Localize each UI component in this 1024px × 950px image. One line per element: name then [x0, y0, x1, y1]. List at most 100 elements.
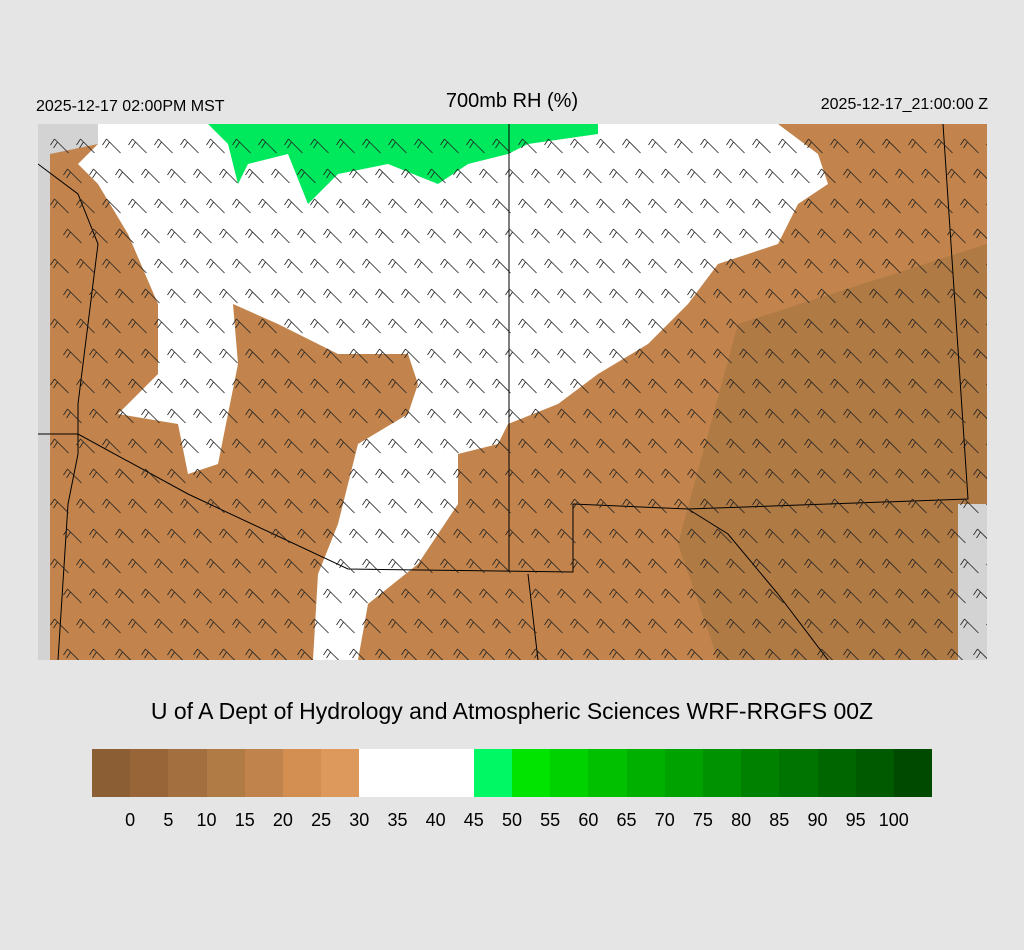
- wind-barb: [713, 288, 732, 304]
- wind-barb: [726, 438, 745, 454]
- colorbar-label: 30: [349, 810, 370, 830]
- wind-barb: [635, 588, 654, 604]
- wind-barb: [778, 318, 797, 334]
- wind-barb: [778, 498, 797, 514]
- wind-barb: [882, 138, 901, 154]
- wind-barb: [908, 258, 927, 274]
- wind-barb: [544, 498, 563, 514]
- wind-barb: [323, 348, 342, 364]
- wind-barb: [154, 138, 173, 154]
- wind-barb: [258, 378, 277, 394]
- wind-barb: [362, 438, 381, 454]
- wind-barb: [479, 408, 498, 424]
- wind-barb: [947, 588, 966, 604]
- wind-barb: [492, 318, 511, 334]
- wind-barb: [778, 138, 797, 154]
- wind-barbs: [50, 138, 987, 660]
- wind-barb: [947, 228, 966, 244]
- wind-barb: [102, 558, 121, 574]
- wind-barb: [492, 438, 511, 454]
- wind-barb: [934, 258, 953, 274]
- wind-barb: [167, 348, 186, 364]
- credit-line: U of A Dept of Hydrology and Atmospheric…: [150, 698, 874, 724]
- wind-barb: [193, 468, 212, 484]
- wind-barb: [726, 198, 745, 214]
- wind-barb: [726, 138, 745, 154]
- wind-barb: [830, 558, 849, 574]
- wind-barb: [778, 198, 797, 214]
- wind-barb: [206, 438, 225, 454]
- wind-barb: [167, 528, 186, 544]
- wind-barb: [973, 168, 987, 180]
- wind-barb: [167, 588, 186, 604]
- wind-barb: [245, 168, 264, 184]
- wind-barb: [141, 168, 160, 184]
- wind-barb: [687, 408, 706, 424]
- wind-barb: [219, 168, 238, 184]
- wind-barb: [492, 618, 511, 634]
- colorbar-labels: 0 5 10 15 20 25 30 35 40 45 50 55 60 65 70 75 80 85 90 95 10…: [92, 810, 932, 834]
- wind-barb: [310, 498, 329, 514]
- wind-barb: [830, 138, 849, 154]
- colorbar-swatch: [817, 749, 856, 797]
- wind-barb: [154, 378, 173, 394]
- wind-barb: [882, 558, 901, 574]
- wind-barb: [609, 348, 628, 364]
- wind-barb: [518, 438, 537, 454]
- wind-barb: [973, 648, 987, 660]
- wind-barb: [193, 408, 212, 424]
- wind-barb: [622, 558, 641, 574]
- wind-barb: [297, 528, 316, 544]
- wind-barb: [960, 498, 979, 514]
- wind-barb: [284, 258, 303, 274]
- wind-barb: [674, 258, 693, 274]
- wind-barb: [414, 618, 433, 634]
- wind-barb: [661, 168, 680, 184]
- wind-barb: [492, 378, 511, 394]
- wind-barb: [336, 318, 355, 334]
- wind-barb: [739, 468, 758, 484]
- wind-barb: [674, 558, 693, 574]
- colorbar-label: 70: [654, 810, 675, 830]
- wind-barb: [50, 198, 69, 214]
- wind-barb: [440, 438, 459, 454]
- wind-barb: [141, 528, 160, 544]
- wind-barb: [453, 648, 470, 660]
- wind-barb: [310, 138, 329, 154]
- wind-barb: [908, 498, 927, 514]
- wind-barb: [336, 378, 355, 394]
- wind-barb: [128, 318, 147, 334]
- colorbar-label: 35: [387, 810, 408, 830]
- wind-barb: [427, 288, 446, 304]
- colorbar-swatch: [397, 749, 436, 797]
- wind-barb: [973, 528, 987, 540]
- wind-barb: [700, 498, 719, 514]
- colorbar-label: 20: [272, 810, 293, 830]
- wind-barb: [388, 378, 407, 394]
- wind-barb: [219, 468, 238, 484]
- wind-barb: [596, 378, 615, 394]
- wind-barb: [869, 588, 888, 604]
- wind-barb: [622, 138, 641, 154]
- wind-barb: [258, 318, 277, 334]
- wind-barb: [557, 588, 576, 604]
- wind-barb: [583, 588, 602, 604]
- wind-barb: [973, 228, 987, 240]
- wind-barb: [401, 168, 420, 184]
- wind-barb: [635, 468, 654, 484]
- wind-barb: [180, 378, 199, 394]
- wind-barb: [63, 648, 80, 660]
- wind-barb: [310, 618, 329, 634]
- wind-barb: [765, 168, 784, 184]
- wind-barb: [583, 168, 602, 184]
- wind-barb: [674, 198, 693, 214]
- wind-barb: [544, 318, 563, 334]
- wind-barb: [297, 348, 316, 364]
- wind-barb: [141, 348, 160, 364]
- colorbar-swatch: [512, 749, 551, 797]
- wind-barb: [687, 228, 706, 244]
- wind-barb: [713, 468, 732, 484]
- wind-barb: [908, 318, 927, 334]
- wind-barb: [349, 408, 368, 424]
- wind-barb: [843, 408, 862, 424]
